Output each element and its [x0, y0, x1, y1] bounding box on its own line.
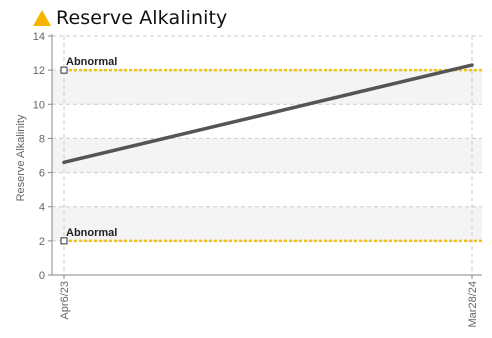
y-tick-label: 2 — [39, 236, 45, 248]
x-tick-label: Apr6/23 — [59, 281, 71, 320]
data-point — [470, 63, 474, 67]
chart-header: Reserve Alkalinity — [32, 6, 227, 30]
x-tick-label: Mar28/24 — [467, 281, 479, 327]
y-tick-label: 8 — [39, 133, 45, 145]
y-axis-ticks: 0 2 4 6 8 10 12 14 — [33, 31, 52, 282]
background-bands — [52, 70, 482, 241]
grid-band — [52, 70, 482, 105]
chart-title: Reserve Alkalinity — [56, 7, 228, 29]
y-axis-label: Reserve Alkalinity — [15, 114, 27, 201]
data-point — [62, 160, 66, 164]
threshold-label: Abnormal — [66, 227, 117, 239]
y-tick-label: 14 — [33, 31, 45, 43]
x-axis-ticks: Apr6/23 Mar28/24 — [59, 275, 479, 327]
threshold-label: Abnormal — [66, 56, 117, 68]
grid-band — [52, 206, 482, 241]
data-series — [62, 63, 474, 165]
threshold-lines: Abnormal Abnormal — [60, 56, 482, 245]
series-line — [62, 63, 474, 165]
y-tick-label: 10 — [33, 99, 45, 111]
grid-band — [52, 138, 482, 173]
y-tick-label: 0 — [39, 270, 45, 282]
y-tick-label: 12 — [33, 65, 45, 77]
axes — [51, 34, 482, 276]
threshold-marker — [60, 66, 68, 74]
warning-triangle-icon — [33, 10, 51, 26]
y-tick-label: 6 — [39, 168, 45, 180]
y-tick-label: 4 — [39, 202, 45, 214]
threshold-marker — [60, 237, 68, 245]
